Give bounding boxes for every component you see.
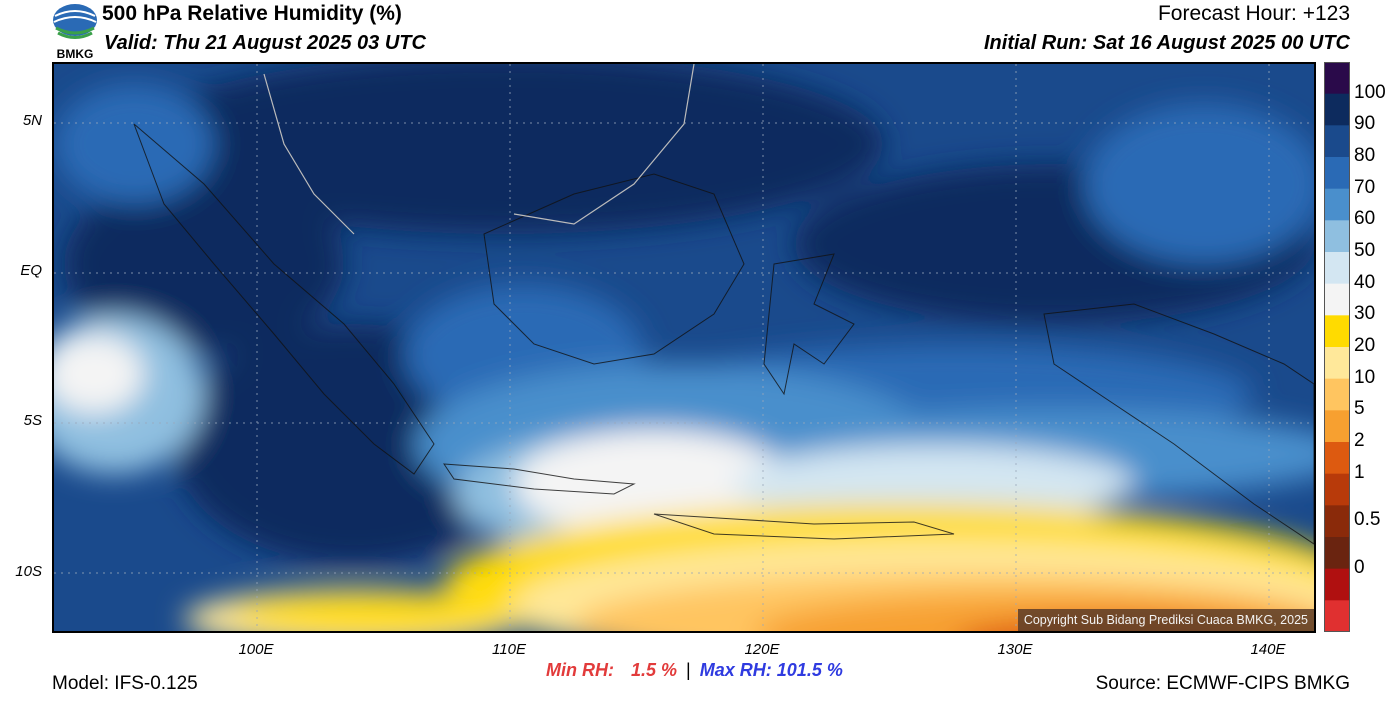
page-title: 500 hPa Relative Humidity (%) bbox=[102, 2, 402, 25]
colorbar-swatch bbox=[1324, 283, 1350, 316]
model-label: Model: IFS-0.125 bbox=[52, 673, 198, 694]
colorbar-swatch bbox=[1324, 537, 1350, 570]
min-max-rh: Min RH: 1.5 % | Max RH: 101.5 % bbox=[546, 660, 843, 681]
initial-run: Initial Run: Sat 16 August 2025 00 UTC bbox=[983, 32, 1350, 54]
colorbar-swatch bbox=[1324, 568, 1350, 601]
max-rh-label: Max RH: bbox=[699, 660, 772, 680]
colorbar-swatch bbox=[1324, 505, 1350, 538]
lat-label-eq: EQ bbox=[20, 262, 42, 279]
colorbar-label: 40 bbox=[1354, 271, 1376, 293]
colorbar-label: 1 bbox=[1354, 461, 1365, 483]
colorbar-swatch bbox=[1324, 378, 1350, 411]
colorbar-swatch bbox=[1324, 188, 1350, 221]
bmkg-logo: BMKG bbox=[50, 0, 100, 62]
borneo-border bbox=[513, 64, 695, 225]
colorbar-swatch bbox=[1324, 93, 1350, 126]
colorbar-label: 10 bbox=[1354, 366, 1376, 388]
papua-outline bbox=[1043, 303, 1314, 545]
borneo-outline bbox=[483, 173, 745, 365]
colorbar-label: 0.5 bbox=[1354, 509, 1381, 531]
colorbar-swatch bbox=[1324, 125, 1350, 158]
java-outline bbox=[443, 463, 636, 495]
sumatra-outline bbox=[133, 123, 435, 475]
logo-text: BMKG bbox=[57, 47, 94, 61]
colorbar-label: 5 bbox=[1354, 398, 1365, 420]
colorbar-swatch bbox=[1324, 252, 1350, 285]
sulawesi-outline bbox=[763, 253, 855, 396]
colorbar-label: 100 bbox=[1354, 81, 1386, 103]
humidity-map: Copyright Sub Bidang Prediksi Cuaca BMKG… bbox=[52, 62, 1316, 633]
lat-label-10s: 10S bbox=[15, 563, 42, 580]
valid-time: Valid: Thu 21 August 2025 03 UTC bbox=[104, 32, 426, 54]
colorbar-swatch bbox=[1324, 220, 1350, 253]
colorbar-label: 70 bbox=[1354, 176, 1376, 198]
min-max-separator: | bbox=[686, 660, 691, 680]
colorbar bbox=[1324, 62, 1350, 633]
lat-label-5s: 5S bbox=[23, 412, 42, 429]
colorbar-swatch bbox=[1324, 157, 1350, 190]
colorbar-label: 2 bbox=[1354, 430, 1365, 451]
colorbar-swatch bbox=[1324, 347, 1350, 380]
colorbar-label: 80 bbox=[1354, 145, 1376, 166]
colorbar-swatch bbox=[1324, 410, 1350, 443]
colorbar-label: 50 bbox=[1354, 240, 1376, 261]
lon-label-110e: 110E bbox=[492, 641, 526, 658]
colorbar-label: 90 bbox=[1354, 113, 1376, 135]
colorbar-label: 20 bbox=[1354, 335, 1376, 356]
lon-label-130e: 130E bbox=[997, 641, 1033, 658]
colorbar-label: 60 bbox=[1354, 208, 1376, 230]
colorbar-swatch bbox=[1324, 62, 1350, 95]
lon-label-100e: 100E bbox=[238, 641, 274, 658]
colorbar-swatch bbox=[1324, 600, 1350, 633]
colorbar-swatch bbox=[1324, 442, 1350, 475]
colorbar-label: 30 bbox=[1354, 303, 1376, 325]
lat-label-5n: 5N bbox=[22, 112, 42, 129]
source-label: Source: ECMWF-CIPS BMKG bbox=[1095, 673, 1350, 694]
colorbar-label: 0 bbox=[1354, 556, 1365, 578]
malaysia-border bbox=[263, 73, 355, 235]
max-rh-value: 101.5 % bbox=[776, 660, 843, 680]
colorbar-swatch bbox=[1324, 473, 1350, 506]
lon-label-140e: 140E bbox=[1250, 641, 1286, 658]
colorbar-swatch bbox=[1324, 315, 1350, 348]
min-rh-value: 1.5 % bbox=[631, 660, 678, 680]
map-canvas bbox=[54, 64, 1314, 631]
lon-label-120e: 120E bbox=[744, 641, 780, 658]
nusa-tenggara-outline bbox=[653, 513, 955, 540]
min-rh-label: Min RH: bbox=[546, 660, 614, 680]
copyright-notice: Copyright Sub Bidang Prediksi Cuaca BMKG… bbox=[1017, 609, 1314, 631]
colorbar-swatches bbox=[1324, 62, 1350, 633]
forecast-hour: Forecast Hour: +123 bbox=[1157, 2, 1350, 25]
